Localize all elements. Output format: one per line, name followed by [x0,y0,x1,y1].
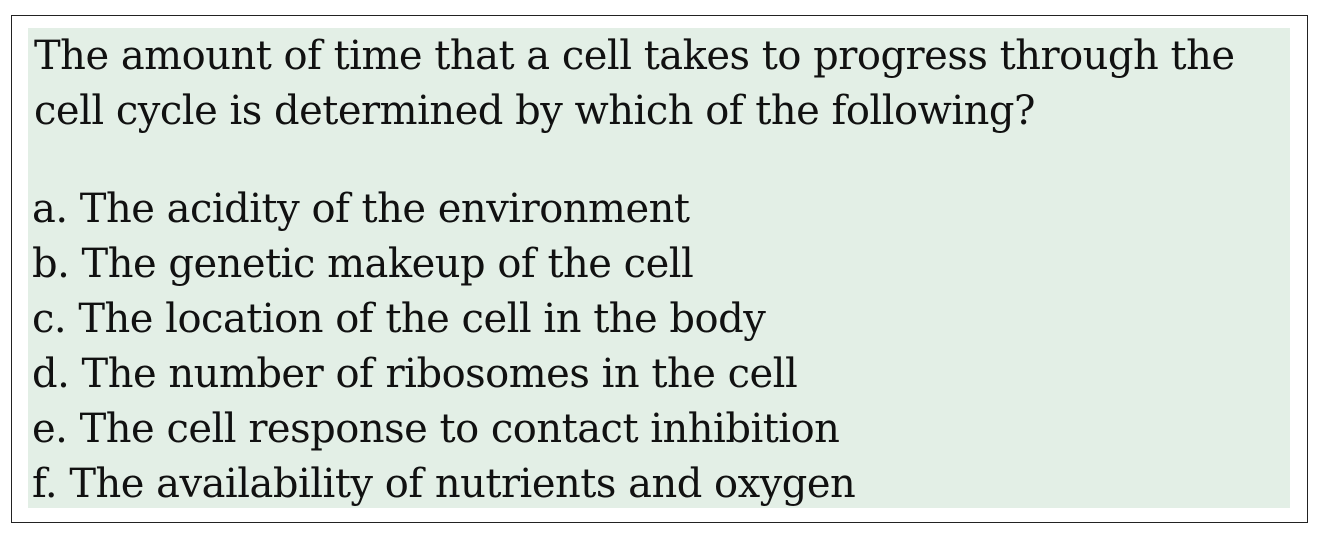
option-text: The availability of nutrients and oxygen [69,461,856,507]
option-e: e. The cell response to contact inhibiti… [32,402,855,457]
option-text: The genetic makeup of the cell [81,241,694,287]
option-d: d. The number of ribosomes in the cell [32,347,855,402]
answer-options: a. The acidity of the environment b. The… [32,182,856,512]
option-letter: d. [32,351,70,397]
option-letter: a. [32,186,68,232]
option-letter: c. [32,296,67,342]
option-text: The acidity of the environment [79,186,690,232]
option-b: b. The genetic makeup of the cell [32,237,855,292]
option-letter: e. [32,406,68,452]
option-text: The cell response to contact inhibition [79,406,840,452]
question-panel [28,28,1290,508]
question-stem: The amount of time that a cell takes to … [34,33,1235,134]
option-text: The number of ribosomes in the cell [81,351,798,397]
option-letter: f. [32,461,58,507]
option-letter: b. [32,241,70,287]
option-c: c. The location of the cell in the body [32,292,855,347]
option-text: The location of the cell in the body [78,296,766,342]
option-a: a. The acidity of the environment [32,182,855,237]
option-f: f. The availability of nutrients and oxy… [32,457,856,512]
